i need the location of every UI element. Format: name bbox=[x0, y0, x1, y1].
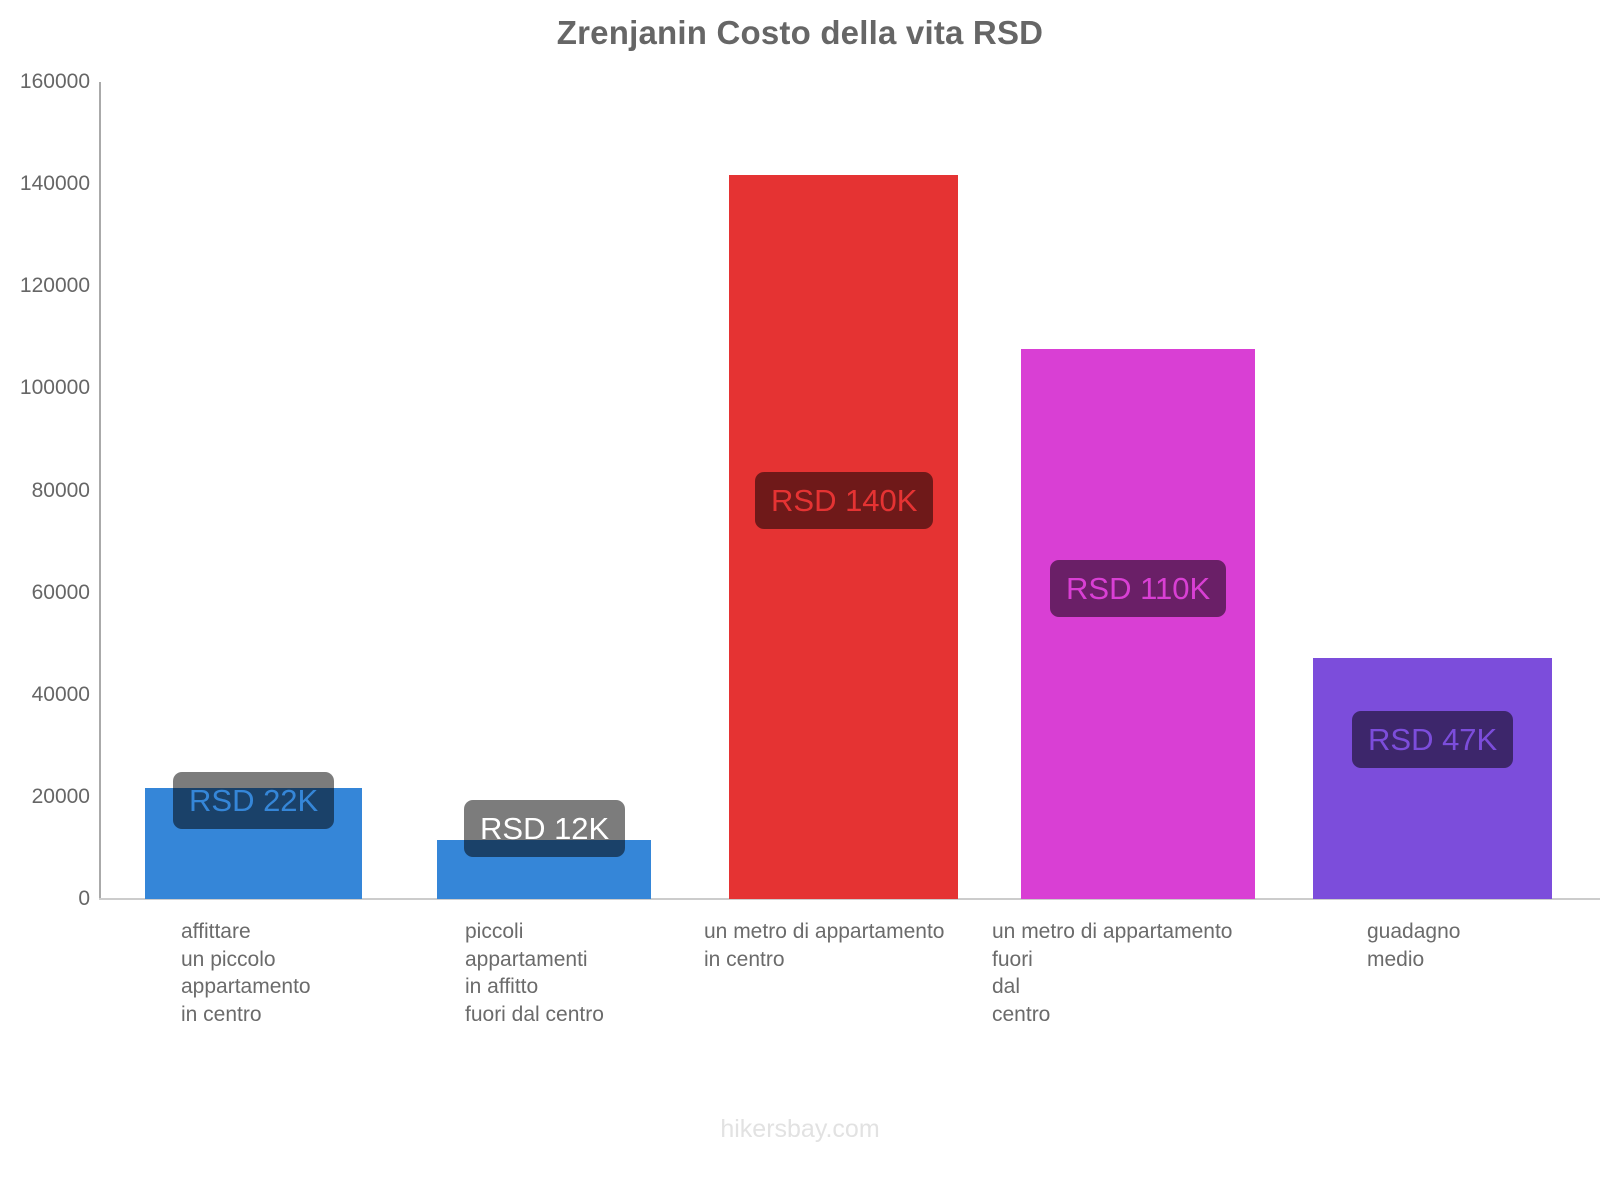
bar[interactable] bbox=[729, 175, 958, 899]
bar-value-badge: RSD 12K bbox=[464, 800, 626, 857]
bars-layer bbox=[100, 82, 1600, 899]
x-axis-line bbox=[99, 898, 1600, 900]
y-tick-label: 20000 bbox=[31, 784, 90, 808]
bar-value-label: RSD 47K bbox=[1368, 722, 1498, 757]
page-title: Zrenjanin Costo della vita RSD bbox=[556, 14, 1044, 51]
bar-value-badge: RSD 140K bbox=[755, 472, 934, 529]
bar-value-badge: RSD 22K bbox=[173, 772, 335, 829]
y-tick-label: 80000 bbox=[31, 478, 90, 502]
y-tick-label: 60000 bbox=[31, 580, 90, 604]
bar-value-label: RSD 22K bbox=[189, 783, 319, 818]
y-tick-label: 160000 bbox=[19, 70, 90, 93]
y-tick-label: 100000 bbox=[19, 376, 90, 400]
y-tick-label: 120000 bbox=[19, 274, 90, 298]
bar-value-label: RSD 110K bbox=[1066, 571, 1211, 606]
category-label: un metro di appartamento in centro bbox=[704, 920, 945, 971]
y-tick-label: 0 bbox=[78, 887, 90, 910]
category-label: affittare un piccolo appartamento in cen… bbox=[181, 920, 311, 1026]
y-tick-label: 140000 bbox=[19, 172, 90, 196]
bar-value-badge: RSD 110K bbox=[1050, 560, 1227, 617]
bar-value-label: RSD 12K bbox=[480, 811, 610, 846]
category-label: guadagno medio bbox=[1367, 920, 1461, 971]
category-label: piccoli appartamenti in affitto fuori da… bbox=[465, 920, 604, 1026]
bar-value-badge: RSD 47K bbox=[1352, 711, 1514, 768]
bar[interactable] bbox=[1021, 349, 1255, 899]
y-axis-line bbox=[99, 82, 101, 899]
source-watermark: hikersbay.com bbox=[720, 1115, 880, 1143]
y-tick-label: 40000 bbox=[31, 682, 90, 706]
category-label: un metro di appartamento fuori dal centr… bbox=[992, 920, 1233, 1026]
bar[interactable] bbox=[1313, 658, 1552, 899]
bar-value-label: RSD 140K bbox=[771, 483, 918, 518]
